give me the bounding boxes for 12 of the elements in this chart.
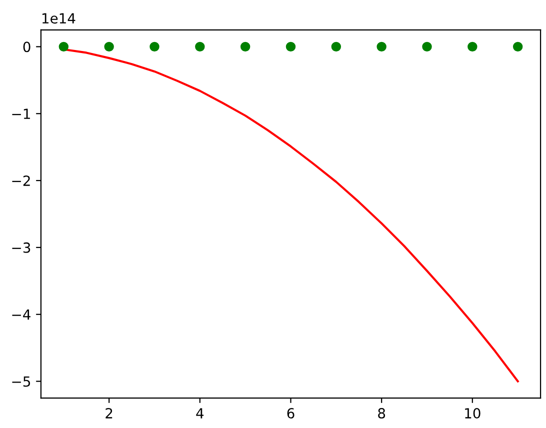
x-tick-label: 10	[465, 408, 480, 419]
y-tick-label: −4	[12, 310, 30, 320]
x-tick-label: 6	[287, 408, 294, 419]
text: 1e14	[42, 13, 76, 24]
x-tick-label: 4	[196, 408, 204, 418]
y-tick-label: −2	[12, 176, 30, 186]
y-tick-label: −1	[12, 108, 30, 119]
y-tick-label: −3	[12, 242, 30, 253]
x-tick-label: 8	[378, 408, 386, 419]
x-tick-label: 2	[106, 408, 112, 418]
y-tick-label: 0	[23, 42, 30, 52]
y-tick-label: −5	[12, 376, 30, 387]
